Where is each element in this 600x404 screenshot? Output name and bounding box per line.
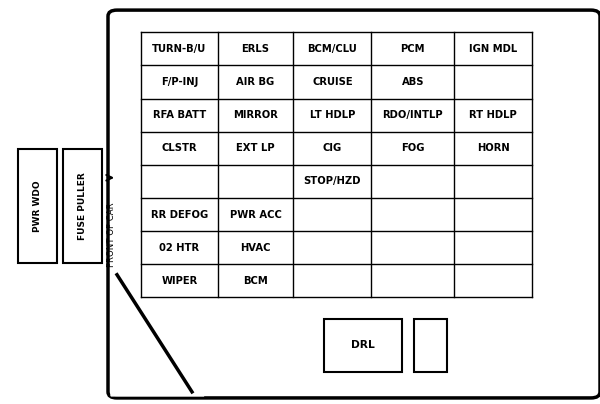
Bar (63, 149, 102, 263)
Text: F/P-INJ: F/P-INJ (161, 77, 198, 87)
Text: FUSE PULLER: FUSE PULLER (78, 172, 87, 240)
Polygon shape (111, 267, 204, 396)
Text: CRUISE: CRUISE (312, 77, 353, 87)
Text: CIG: CIG (323, 143, 342, 153)
Text: BCM/CLU: BCM/CLU (308, 44, 357, 54)
Text: DRL: DRL (351, 341, 375, 350)
Text: WIPER: WIPER (161, 276, 197, 286)
Text: LT HDLP: LT HDLP (310, 110, 355, 120)
Text: EXT LP: EXT LP (236, 143, 275, 153)
Text: PWR WDO: PWR WDO (33, 180, 42, 232)
Text: HORN: HORN (477, 143, 509, 153)
Text: RFA BATT: RFA BATT (153, 110, 206, 120)
Text: RDO/INTLP: RDO/INTLP (382, 110, 443, 120)
Text: ABS: ABS (401, 77, 424, 87)
Bar (18, 149, 57, 263)
Text: CLSTR: CLSTR (161, 143, 197, 153)
Text: HVAC: HVAC (241, 243, 271, 252)
Text: PCM: PCM (401, 44, 425, 54)
Text: 02 HTR: 02 HTR (160, 243, 199, 252)
Bar (414, 319, 447, 372)
Text: PWR ACC: PWR ACC (230, 210, 281, 219)
Text: FRONT OF CAR: FRONT OF CAR (107, 202, 115, 267)
Text: ERLS: ERLS (242, 44, 269, 54)
Text: AIR BG: AIR BG (236, 77, 275, 87)
Text: RR DEFOG: RR DEFOG (151, 210, 208, 219)
Bar (324, 319, 402, 372)
Text: IGN MDL: IGN MDL (469, 44, 517, 54)
Text: FOG: FOG (401, 143, 425, 153)
Text: RT HDLP: RT HDLP (469, 110, 517, 120)
FancyBboxPatch shape (108, 10, 600, 398)
Text: TURN-B/U: TURN-B/U (152, 44, 206, 54)
Text: MIRROR: MIRROR (233, 110, 278, 120)
Text: STOP/HZD: STOP/HZD (304, 177, 361, 186)
Text: BCM: BCM (243, 276, 268, 286)
